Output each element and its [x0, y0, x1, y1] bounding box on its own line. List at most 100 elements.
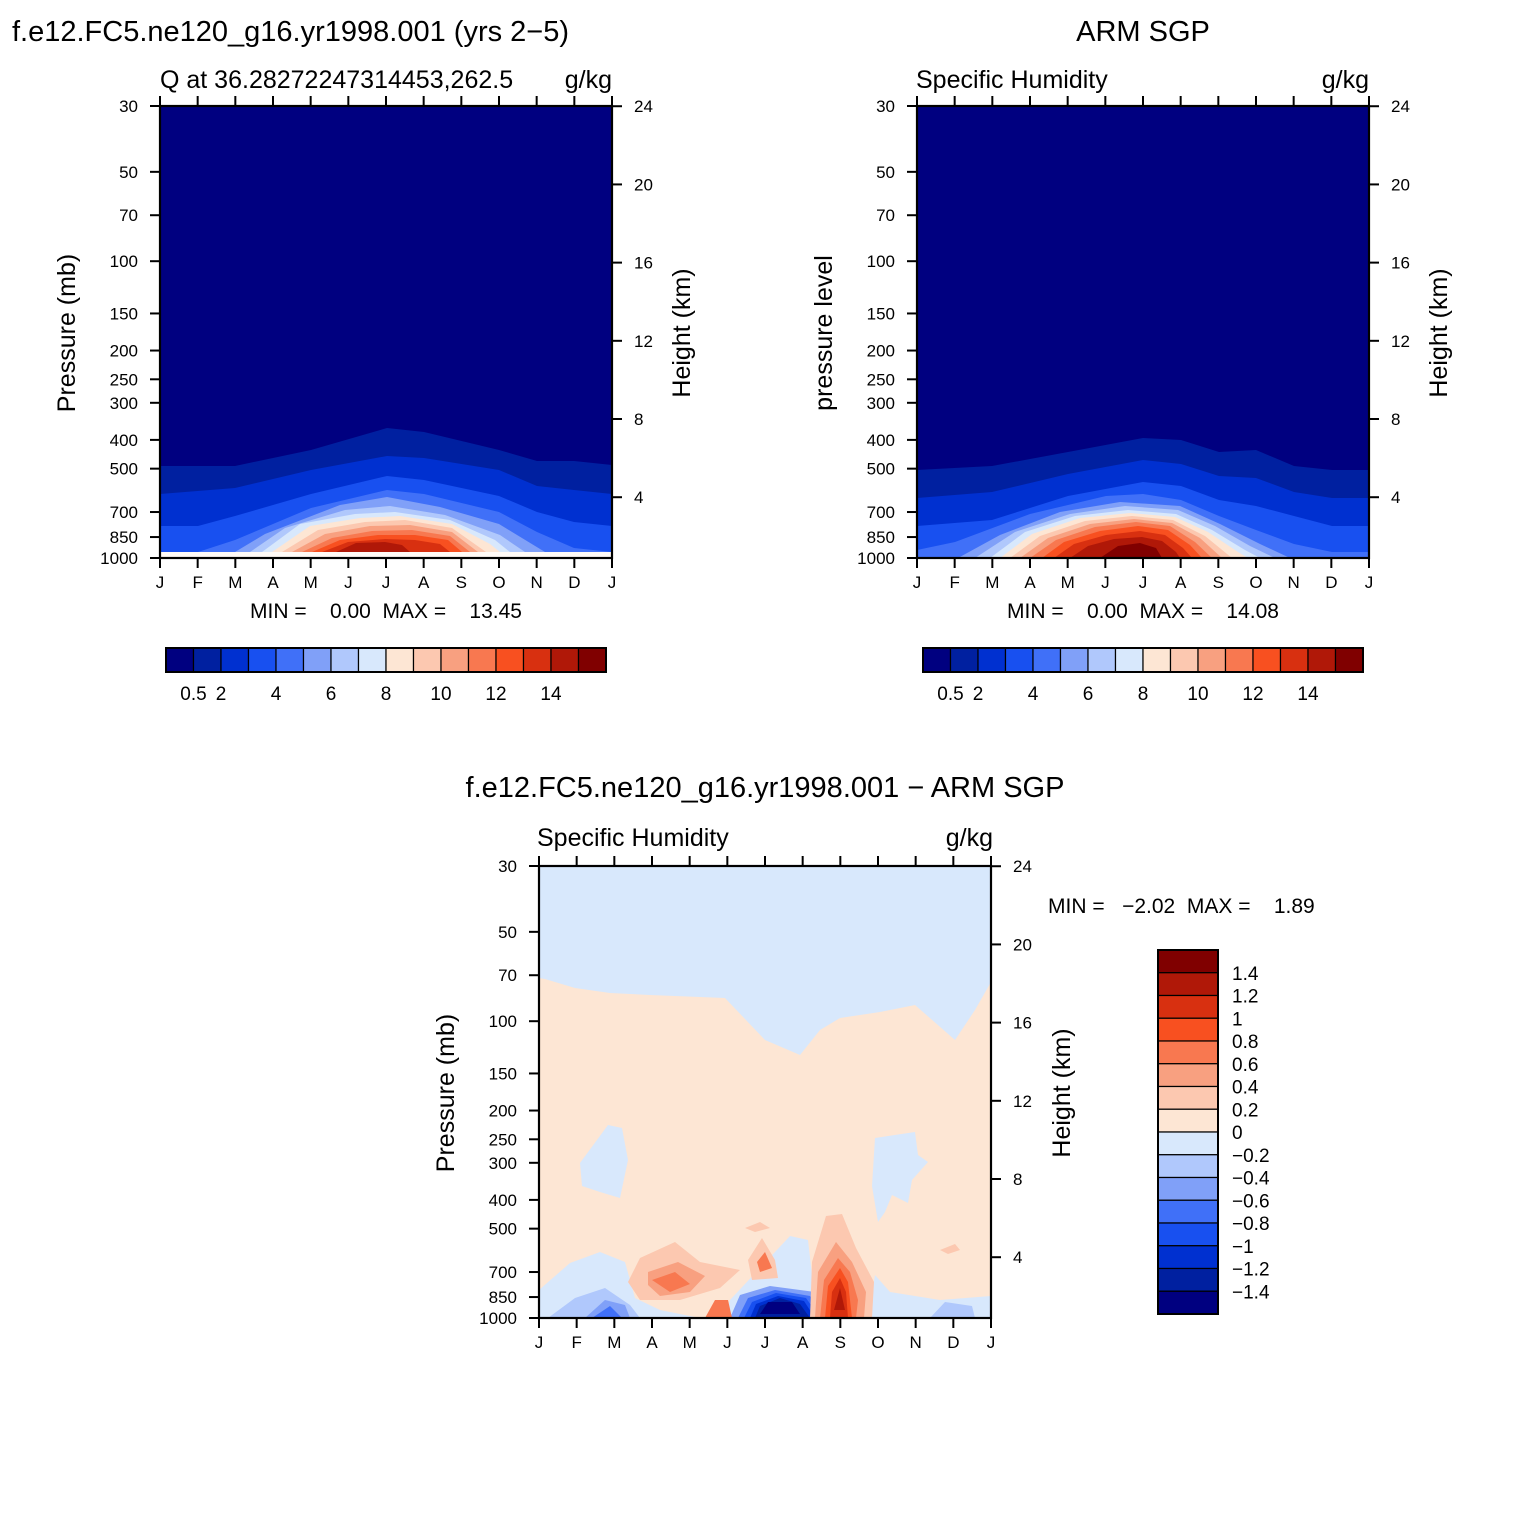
x-tick-label: M — [985, 573, 999, 592]
x-tick-label: J — [723, 1333, 732, 1352]
y2-tick-label: 24 — [1013, 857, 1032, 876]
colorbar-swatch — [1157, 1017, 1219, 1042]
y-tick-label: 250 — [110, 370, 138, 389]
colorbar-label: 0 — [1232, 1123, 1243, 1144]
x-tick-label: D — [947, 1333, 959, 1352]
x-tick-label: F — [949, 573, 959, 592]
y-tick-label: 500 — [489, 1220, 517, 1239]
colorbar-label: 2 — [973, 684, 984, 705]
y-tick-label: 30 — [119, 97, 138, 116]
colorbar-frame — [1157, 949, 1219, 1315]
y-tick-label: 50 — [876, 163, 895, 182]
y2-tick-label: 12 — [1013, 1092, 1032, 1111]
x-tick-label: J — [156, 573, 165, 592]
y-tick-label: 200 — [110, 342, 138, 361]
colorbar-swatch — [302, 647, 332, 673]
colorbar-swatch — [1157, 1063, 1219, 1088]
panel-diff-pos-upper-dec — [940, 1244, 960, 1254]
colorbar-swatch — [1157, 1040, 1219, 1065]
y-tick-label: 500 — [110, 460, 138, 479]
colorbar-swatch — [522, 647, 552, 673]
panel-diff-pos-12-sept — [834, 1288, 845, 1310]
panel-model-ylabel: Pressure (mb) — [53, 254, 81, 412]
colorbar-label: 12 — [1242, 684, 1263, 705]
panel-diff-neg-06-left — [592, 1306, 622, 1318]
y-tick-label: 500 — [867, 460, 895, 479]
colorbar-swatch — [1157, 949, 1219, 974]
colorbar-swatch — [1169, 647, 1199, 673]
colorbar-swatch — [385, 647, 415, 673]
colorbar-swatch — [1157, 972, 1219, 997]
colorbar-label: 0.6 — [1232, 1055, 1258, 1076]
x-tick-label: M — [683, 1333, 697, 1352]
colorbar-swatch — [1157, 1199, 1219, 1224]
y-tick-label: 700 — [867, 503, 895, 522]
colorbar-swatch — [922, 647, 952, 673]
y-tick-label: 50 — [119, 163, 138, 182]
panel-diff-neg-02-dec — [930, 1302, 975, 1318]
colorbar-swatch — [1004, 647, 1034, 673]
y-tick-label: 850 — [489, 1288, 517, 1307]
y-tick-label: 850 — [110, 528, 138, 547]
colorbar-label: −1.2 — [1232, 1260, 1270, 1281]
panel-diff-ylabel: Pressure (mb) — [432, 1014, 460, 1172]
colorbar-label: 0.5 — [937, 684, 963, 705]
panel-diff-right-title: g/kg — [946, 824, 993, 852]
colorbar-swatch — [1157, 1131, 1219, 1156]
panel-diff-negative-patch-left — [580, 1125, 628, 1198]
colorbar-swatch — [1334, 647, 1364, 673]
colorbar-swatch — [247, 647, 277, 673]
panel-model-surface-band — [160, 552, 612, 558]
y2-tick-label: 16 — [1013, 1014, 1032, 1033]
colorbar-label: −0.8 — [1232, 1214, 1270, 1235]
panel-model-right-title: g/kg — [565, 66, 612, 94]
y2-tick-label: 20 — [1391, 175, 1410, 194]
x-tick-label: M — [304, 573, 318, 592]
colorbar-frame — [165, 647, 607, 673]
colorbar-frame — [922, 647, 1364, 673]
colorbar-swatch — [440, 647, 470, 673]
colorbar-swatch — [1157, 1290, 1219, 1315]
y-tick-label: 300 — [489, 1154, 517, 1173]
colorbar-swatch — [412, 647, 442, 673]
colorbar-label: 14 — [1297, 684, 1319, 705]
x-tick-label: J — [608, 573, 617, 592]
y-tick-label: 150 — [489, 1064, 517, 1083]
panel-diff-colorbar: 1.41.210.80.60.40.20−0.2−0.4−0.6−0.8−1−1… — [1157, 949, 1270, 1315]
colorbar-label: 0.4 — [1232, 1078, 1259, 1099]
panel-model-contour-14 — [336, 542, 410, 552]
x-tick-label: A — [418, 573, 430, 592]
colorbar-label: 0.2 — [1232, 1100, 1258, 1121]
x-tick-label: M — [228, 573, 242, 592]
colorbar-label: 2 — [216, 684, 227, 705]
x-tick-label: D — [1325, 573, 1337, 592]
x-tick-label: J — [1139, 573, 1148, 592]
x-tick-label: A — [646, 1333, 658, 1352]
colorbar-swatch — [1032, 647, 1062, 673]
panel-diff-axes: J F M A M J J A S O N D J 30 50 70 100 150 200 250 300 400 500… — [479, 856, 1032, 1352]
x-tick-label: M — [1061, 573, 1075, 592]
colorbar-swatch — [357, 647, 387, 673]
x-tick-label: S — [1213, 573, 1224, 592]
colorbar-label: 0.5 — [180, 684, 206, 705]
colorbar-label: −1.4 — [1232, 1282, 1270, 1303]
panel-model-stats: MIN = 0.00 MAX = 13.45 — [250, 600, 522, 623]
x-tick-label: J — [382, 573, 391, 592]
x-tick-label: F — [192, 573, 202, 592]
x-tick-label: M — [607, 1333, 621, 1352]
colorbar-label: 14 — [540, 684, 562, 705]
colorbar-swatch — [1157, 1222, 1219, 1247]
colorbar-label: −1 — [1232, 1237, 1254, 1258]
colorbar-swatch — [1142, 647, 1172, 673]
colorbar-swatch — [1157, 1108, 1219, 1133]
colorbar-swatch — [1197, 647, 1227, 673]
panel-obs-ylabel: pressure level — [810, 255, 838, 411]
y2-tick-label: 16 — [1391, 254, 1410, 273]
colorbar-swatch — [1114, 647, 1144, 673]
panel-diff-pos-06-april — [652, 1272, 690, 1292]
panel-diff-header: f.e12.FC5.ne120_g16.yr1998.001 − ARM SGP — [466, 772, 1065, 804]
x-tick-label: S — [835, 1333, 846, 1352]
colorbar-swatch — [1307, 647, 1337, 673]
colorbar-swatch — [949, 647, 979, 673]
colorbar-swatch — [550, 647, 580, 673]
